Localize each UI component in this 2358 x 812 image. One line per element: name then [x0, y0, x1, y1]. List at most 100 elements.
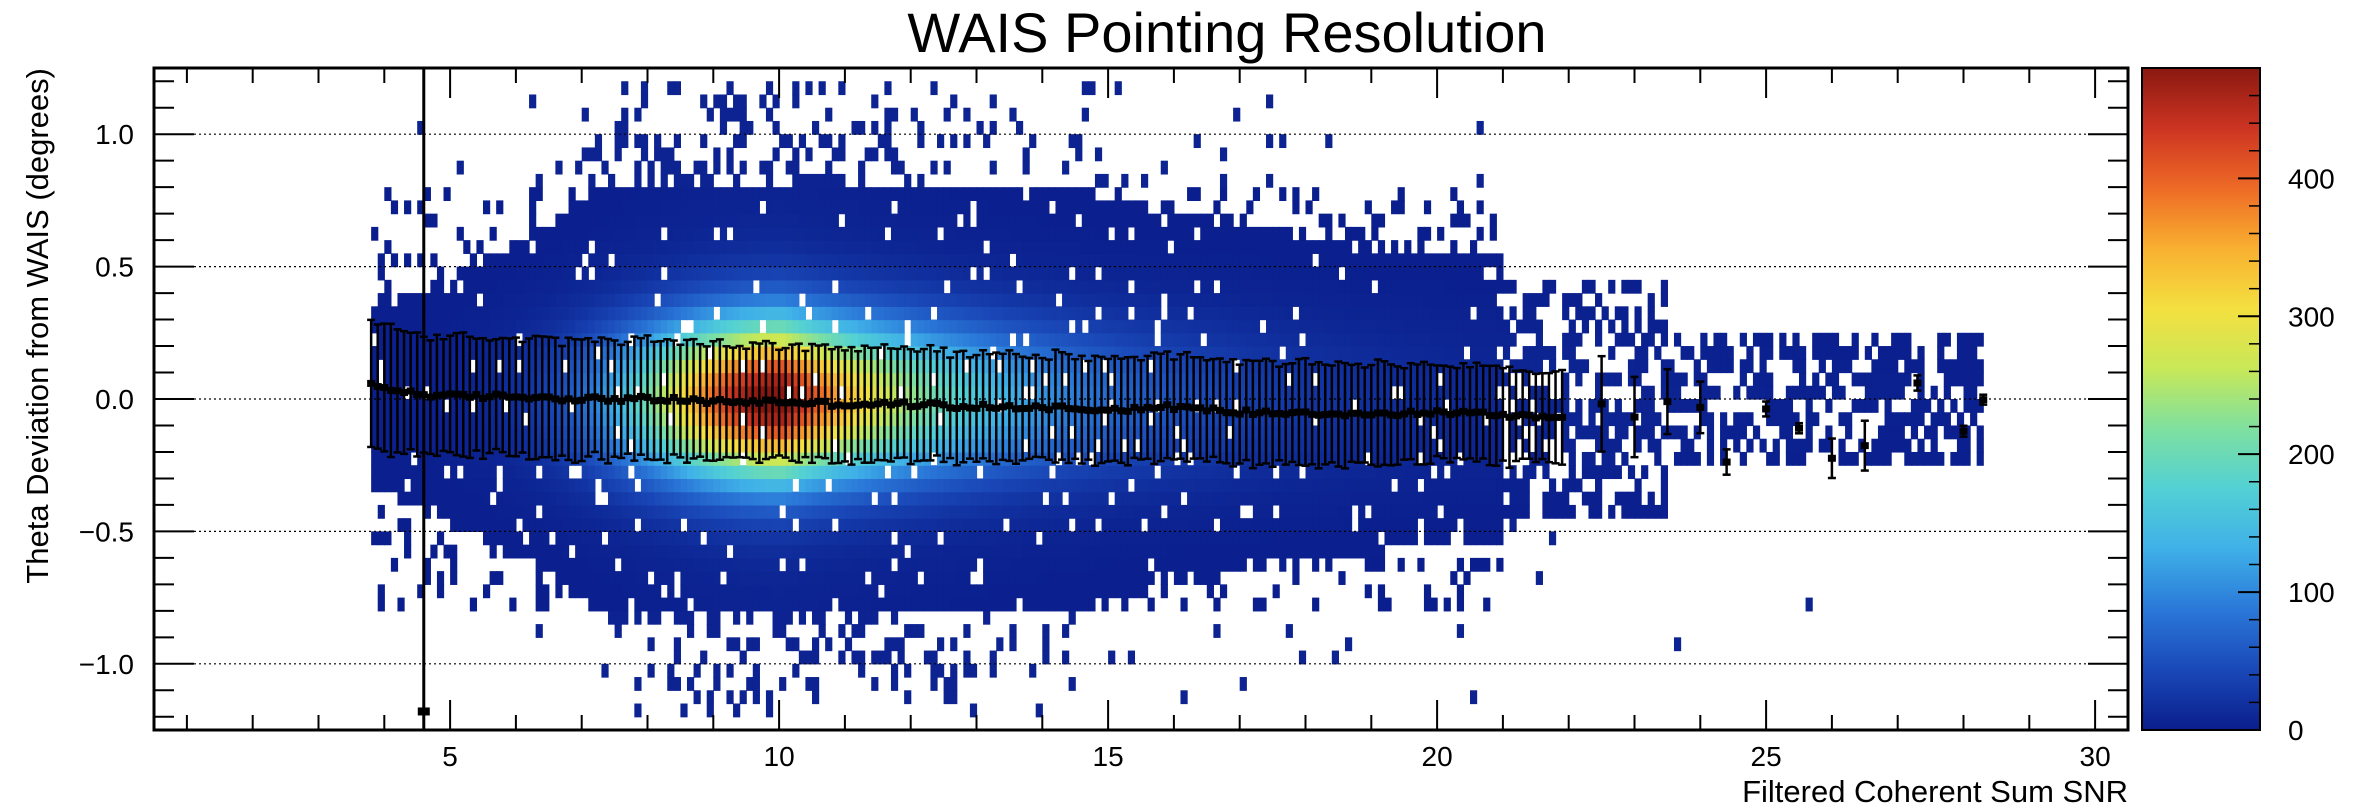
heatmap-cell — [719, 399, 728, 413]
heatmap-cell — [614, 306, 622, 321]
heatmap-cell — [726, 438, 734, 453]
heatmap-cell — [1404, 438, 1412, 453]
heatmap-cell — [667, 81, 675, 96]
heatmap-cell — [969, 253, 978, 268]
heatmap-cell — [706, 451, 714, 466]
heatmap-cell — [673, 213, 681, 228]
heatmap-cell — [423, 187, 431, 201]
heatmap-cell — [404, 319, 412, 334]
heatmap-cell — [1272, 346, 1280, 360]
heatmap-cell — [937, 253, 945, 268]
heatmap-cell — [1325, 465, 1333, 480]
heatmap-cell — [463, 399, 471, 413]
heatmap-cell — [410, 491, 418, 506]
heatmap-cell — [1015, 385, 1024, 400]
heatmap-cell — [996, 425, 1004, 440]
heatmap-cell — [719, 226, 728, 241]
heatmap-cell — [1108, 544, 1116, 559]
heatmap-cell — [469, 306, 478, 321]
heatmap-cell — [746, 372, 754, 387]
heatmap-cell — [937, 584, 945, 599]
heatmap-cell — [923, 200, 932, 215]
heatmap-cell — [1075, 597, 1083, 612]
heatmap-cell — [1114, 465, 1122, 480]
heatmap-cell — [956, 531, 964, 546]
heatmap-cell — [640, 147, 649, 162]
heatmap-cell — [377, 253, 385, 268]
heatmap-cell — [581, 399, 589, 413]
heatmap-cell — [640, 372, 649, 387]
heatmap-cell — [1338, 240, 1346, 254]
heatmap-cell — [746, 544, 754, 559]
heatmap-cell — [555, 465, 563, 480]
heatmap-cell — [726, 319, 734, 334]
heatmap-cell — [561, 425, 570, 440]
heatmap-cell — [529, 504, 537, 519]
heatmap-cell — [463, 306, 471, 321]
heatmap-cell — [910, 279, 918, 294]
heatmap-cell — [1160, 491, 1168, 506]
heatmap-cell — [877, 134, 885, 149]
heatmap-cell — [1015, 425, 1024, 440]
heatmap-cell — [1463, 253, 1471, 268]
heatmap-cell — [864, 518, 872, 532]
heatmap-cell — [1312, 385, 1320, 400]
heatmap-cell — [779, 293, 787, 307]
heatmap-cell — [1437, 319, 1445, 334]
heatmap-cell — [812, 173, 820, 188]
heatmap-cell — [937, 200, 945, 215]
heatmap-cell — [739, 385, 747, 400]
heatmap-cell — [1193, 319, 1201, 334]
heatmap-cell — [739, 531, 747, 546]
heatmap-cell — [522, 359, 530, 374]
heatmap-cell — [640, 134, 649, 149]
heatmap-cell — [608, 385, 616, 400]
heatmap-cell — [1489, 518, 1497, 532]
heatmap-cell — [627, 571, 635, 585]
heatmap-cell — [654, 319, 662, 334]
heatmap-cell — [509, 425, 517, 440]
heatmap-cell — [1180, 557, 1188, 572]
heatmap-cell — [1384, 438, 1392, 453]
heatmap-cell — [404, 451, 412, 466]
heatmap-cell — [1312, 240, 1320, 254]
heatmap-cell — [969, 332, 978, 347]
heatmap-cell — [535, 478, 543, 493]
heatmap-cell — [647, 518, 655, 532]
heatmap-cell — [1331, 518, 1339, 532]
heatmap-cell — [463, 425, 471, 440]
heatmap-cell — [1226, 279, 1234, 294]
heatmap-cell — [1298, 650, 1307, 665]
heatmap-cell — [1042, 504, 1050, 519]
heatmap-cell — [561, 544, 570, 559]
heatmap-cell — [969, 491, 978, 506]
heatmap-cell — [634, 610, 642, 625]
heatmap-cell — [1042, 544, 1050, 559]
heatmap-cell — [950, 266, 958, 281]
heatmap-cell — [1331, 372, 1339, 387]
heatmap-cell — [772, 491, 780, 506]
heatmap-cell — [1035, 465, 1043, 480]
heatmap-cell — [792, 293, 800, 307]
heatmap-cell — [733, 425, 741, 440]
heatmap-cell — [1094, 478, 1103, 493]
heatmap-cell — [1101, 584, 1109, 599]
heatmap-cell — [1364, 293, 1372, 307]
heatmap-cell — [1068, 571, 1076, 585]
heatmap-cell — [588, 451, 596, 466]
heatmap-cell — [1489, 425, 1497, 440]
heatmap-cell — [1470, 319, 1478, 334]
heatmap-cell — [1384, 491, 1392, 506]
heatmap-cell — [1141, 306, 1149, 321]
heatmap-cell — [739, 253, 747, 268]
heatmap-cell — [614, 438, 622, 453]
heatmap-cell — [1358, 478, 1366, 493]
heatmap-cell — [1081, 107, 1089, 122]
heatmap-cell — [1029, 504, 1037, 519]
heatmap-cell — [713, 531, 721, 546]
heatmap-cell — [897, 306, 905, 321]
heatmap-cell — [851, 438, 859, 453]
heatmap-cell — [713, 571, 721, 585]
heatmap-cell — [1088, 412, 1096, 427]
heatmap-cell — [1035, 293, 1043, 307]
